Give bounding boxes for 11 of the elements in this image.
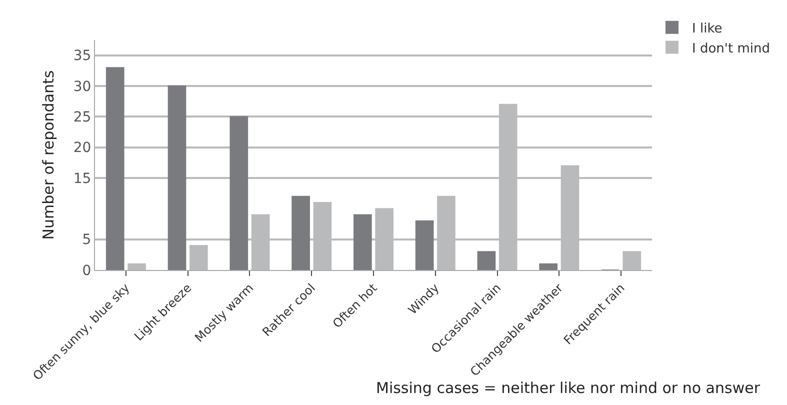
text: Missing cases = neither like nor mind or no answer xyxy=(376,379,761,397)
y-axis-title: Number of repondants xyxy=(40,70,58,240)
y-tick-label: 25 xyxy=(73,110,92,126)
legend-label: I don't mind xyxy=(692,41,770,56)
y-tick-label: 0 xyxy=(82,262,92,279)
y-tick-label: 35 xyxy=(73,48,92,64)
y-tick-label: 30 xyxy=(73,78,92,95)
legend-label: I like xyxy=(692,21,722,36)
y-tick-label: 15 xyxy=(73,170,92,187)
y-tick-label: 5 xyxy=(82,232,92,248)
y-tick-label: 20 xyxy=(73,140,92,156)
